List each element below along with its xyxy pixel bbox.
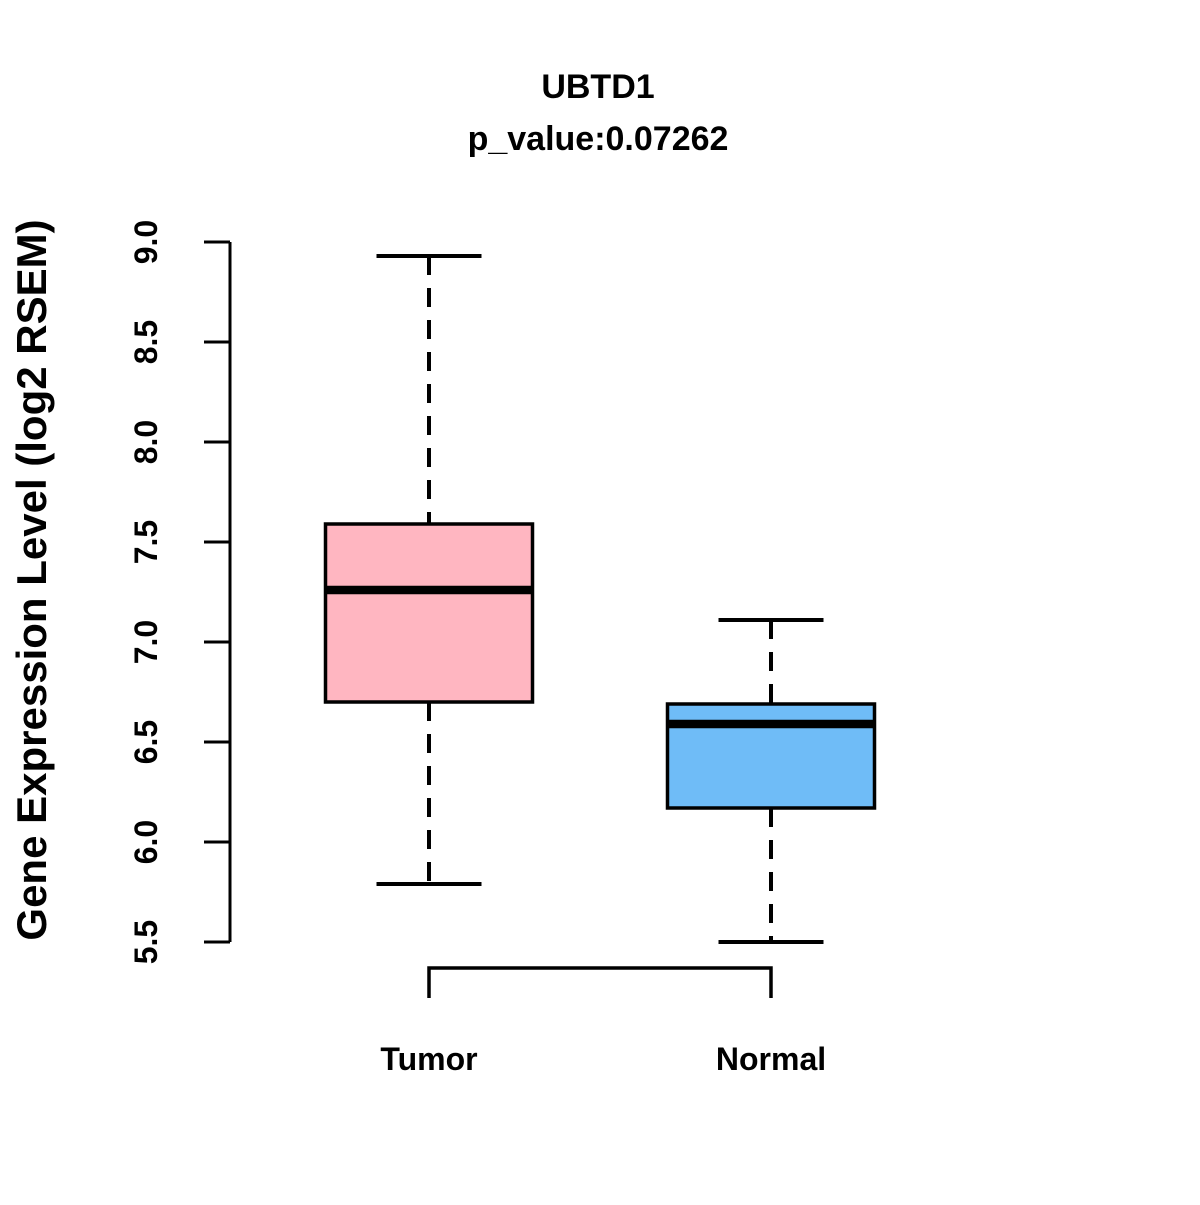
p-value-label: p_value:0.07262 (468, 120, 729, 158)
comparison-bracket-line (427, 966, 773, 998)
tumor-box (323, 522, 535, 704)
x-axis-label-tumor: Tumor (380, 1041, 477, 1077)
y-axis: 5.5 6.0 6.5 7.0 7.5 8.0 8.5 9.0 (128, 220, 232, 964)
y-axis-tick-label: 8.5 (128, 320, 164, 364)
x-axis-label-normal: Normal (716, 1041, 826, 1077)
normal-box (665, 702, 877, 810)
y-axis-tick-label: 6.5 (128, 720, 164, 764)
boxplot-boxes (323, 254, 877, 944)
x-axis-labels: Tumor Normal (380, 1041, 826, 1077)
y-axis-tick-label: 7.0 (128, 620, 164, 664)
figure-title: UBTD1 (541, 68, 654, 106)
y-axis-tick-label: 7.5 (128, 520, 164, 564)
y-axis-tick-label: 6.0 (128, 820, 164, 864)
y-axis-tick-label: 9.0 (128, 220, 164, 264)
y-axis-tick-label: 5.5 (128, 920, 164, 964)
comparison-bracket (427, 966, 773, 998)
y-axis-title: Gene Expression Level (log2 RSEM) (8, 219, 55, 940)
y-axis-tick-label: 8.0 (128, 420, 164, 464)
